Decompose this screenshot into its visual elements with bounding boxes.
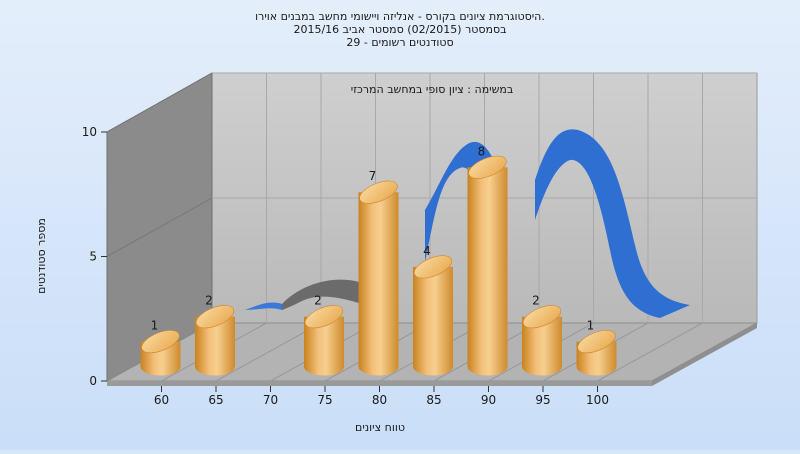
bar-value-label: 2	[205, 294, 213, 308]
y-axis-label: מספר סטודנטים	[35, 218, 48, 294]
bar-body	[358, 192, 399, 376]
x-tick-label: 65	[208, 393, 223, 407]
bar-top	[522, 305, 562, 329]
bar	[522, 305, 562, 376]
grid-line-floor	[215, 322, 322, 382]
x-axis-ticks: 60 65 70 75 80 85 90 95 100	[154, 386, 609, 407]
grid-line-side	[106, 197, 213, 257]
distribution-curve-peak-2	[535, 129, 690, 318]
grid-line-floor	[597, 322, 703, 382]
bar-body	[304, 316, 344, 376]
distribution-curve-back	[282, 279, 383, 310]
chart-title-line-1: היסטוגרמת ציונים בקורס - אנליזה ויישומי …	[255, 10, 545, 23]
bar-value-label: 1	[587, 319, 595, 333]
bar-top	[304, 305, 344, 329]
bar-top	[413, 255, 453, 279]
bar-top	[195, 305, 235, 329]
bar-value-label: 2	[532, 294, 540, 308]
bar-top	[141, 330, 180, 354]
bar-value-label: 2	[314, 294, 322, 308]
x-tick-label: 75	[317, 393, 332, 407]
y-axis-ticks: 0 5 10	[82, 125, 107, 388]
y-tick-label: 5	[89, 250, 97, 264]
bar-value-label: 4	[423, 244, 431, 258]
bar	[195, 305, 235, 376]
bar-top	[359, 180, 398, 204]
bar-value-label: 7	[369, 169, 377, 183]
bar	[467, 155, 508, 376]
bar	[304, 305, 344, 376]
x-tick-label: 100	[586, 393, 609, 407]
x-tick-label: 70	[263, 393, 278, 407]
x-tick-label: 80	[372, 393, 387, 407]
bar-top	[577, 330, 616, 354]
bars	[140, 155, 617, 376]
bar	[140, 330, 181, 376]
bar	[413, 255, 453, 376]
distribution-curve-front	[245, 302, 282, 310]
chart-subtitle: במשימה : ציון סופי במחשב המרכזי	[351, 83, 514, 96]
floor-front-edge	[107, 381, 652, 386]
x-tick-label: 95	[535, 393, 550, 407]
data-labels: 1 2 2 7 4 8 2 1	[151, 144, 595, 332]
floor-right-edge	[652, 323, 757, 386]
chart-title-line-2: בסמסטר (02/2015) סמסטר אביב 2015/16	[293, 23, 506, 36]
x-axis-label: טווח ציונים	[355, 421, 405, 434]
y-tick-label: 0	[89, 374, 97, 388]
x-tick-label: 85	[426, 393, 441, 407]
bar-value-label: 1	[151, 319, 159, 333]
bar-body	[195, 316, 235, 376]
x-tick-label: 60	[154, 393, 169, 407]
bar	[576, 330, 617, 376]
bar-body	[467, 167, 508, 376]
bar-top	[468, 155, 507, 179]
chart-title-line-3: סטודנטים רשומים - 29	[346, 36, 453, 49]
bar-body	[413, 266, 453, 376]
bar	[358, 180, 399, 376]
x-tick-label: 90	[481, 393, 496, 407]
bar-value-label: 8	[478, 144, 486, 158]
grid-line-side	[106, 72, 213, 133]
bar-body	[522, 316, 562, 376]
y-tick-label: 10	[82, 125, 97, 139]
